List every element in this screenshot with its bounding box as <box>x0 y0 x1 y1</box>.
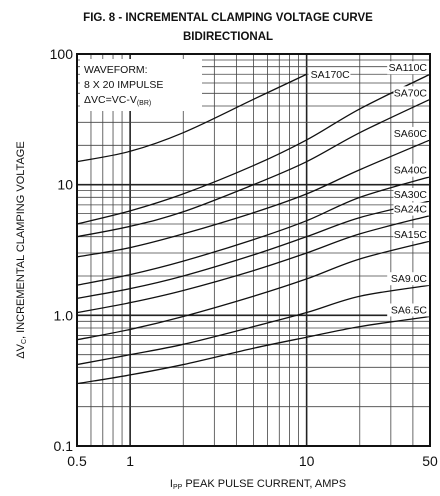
series-labels: SA170C SA110C SA70C SA60C SA40C SA30C SA24C SA1… <box>308 61 429 317</box>
series-label-bg <box>387 303 429 317</box>
x-tick-label: 1 <box>126 453 134 469</box>
series-line-sa70c <box>76 98 431 238</box>
series-label-bg <box>393 228 429 242</box>
annotation-line3: ΔVC=VC-V(BR) <box>84 94 151 107</box>
x-tick-label: 10 <box>299 453 315 469</box>
y-tick-labels: 0.1 1.0 10 100 <box>50 46 74 454</box>
series-label-bg <box>393 202 429 216</box>
chart-title: FIG. 8 - INCREMENTAL CLAMPING VOLTAGE CU… <box>83 12 373 24</box>
chart-subtitle: BIDIRECTIONAL <box>183 31 273 43</box>
series-label-bg <box>393 126 429 140</box>
series-curves <box>76 73 431 385</box>
series-label-sa9-0c: SA9.0C <box>391 273 428 285</box>
series-line-sa24c <box>76 214 431 314</box>
series-line-sa170c <box>76 73 307 163</box>
series-label-bg <box>308 68 351 82</box>
series-label-bg <box>393 86 429 100</box>
grid <box>76 53 431 447</box>
waveform-annotation: WAVEFORM: 8 X 20 IMPULSE ΔVC=VC-V(BR) <box>80 59 202 111</box>
y-axis-label: ΔVC, INCREMENTAL CLAMPING VOLTAGE <box>15 141 28 358</box>
series-line-sa15c <box>76 240 431 341</box>
series-label-sa70c: SA70C <box>394 87 428 99</box>
series-label-bg <box>393 163 429 177</box>
x-axis-label: IPP PEAK PULSE CURRENT, AMPS <box>170 478 346 491</box>
series-label-sa24c: SA24C <box>394 204 428 216</box>
series-label-sa6-5c: SA6.5C <box>391 304 428 316</box>
series-label-sa40c: SA40C <box>394 165 428 177</box>
y-tick-label: 10 <box>57 177 73 193</box>
series-line-sa6-5c <box>76 315 431 385</box>
y-tick-label: 100 <box>50 46 74 62</box>
series-line-sa60c <box>76 139 431 258</box>
series-label-bg <box>393 187 429 201</box>
y-tick-label: 1.0 <box>54 307 74 323</box>
annotation-line2: 8 X 20 IMPULSE <box>84 79 163 91</box>
x-tick-labels: 0.5 1 10 50 <box>67 453 438 469</box>
y-tick-label: 0.1 <box>54 438 74 454</box>
series-label-sa60c: SA60C <box>394 128 428 140</box>
x-tick-label: 0.5 <box>67 453 87 469</box>
plot-frame <box>76 53 431 447</box>
series-label-sa30c: SA30C <box>394 189 428 201</box>
series-label-bg <box>387 272 429 286</box>
series-line-sa30c <box>76 200 431 299</box>
annotation-line1: WAVEFORM: <box>84 64 148 76</box>
series-label-sa170c: SA170C <box>311 69 351 81</box>
series-label-bg <box>387 61 429 75</box>
series-label-sa15c: SA15C <box>394 229 428 241</box>
series-line-sa9-0c <box>76 284 431 366</box>
series-label-sa110c: SA110C <box>389 62 428 74</box>
series-line-sa40c <box>76 176 431 286</box>
x-tick-label: 50 <box>422 453 438 469</box>
series-line-sa110c <box>76 73 431 225</box>
